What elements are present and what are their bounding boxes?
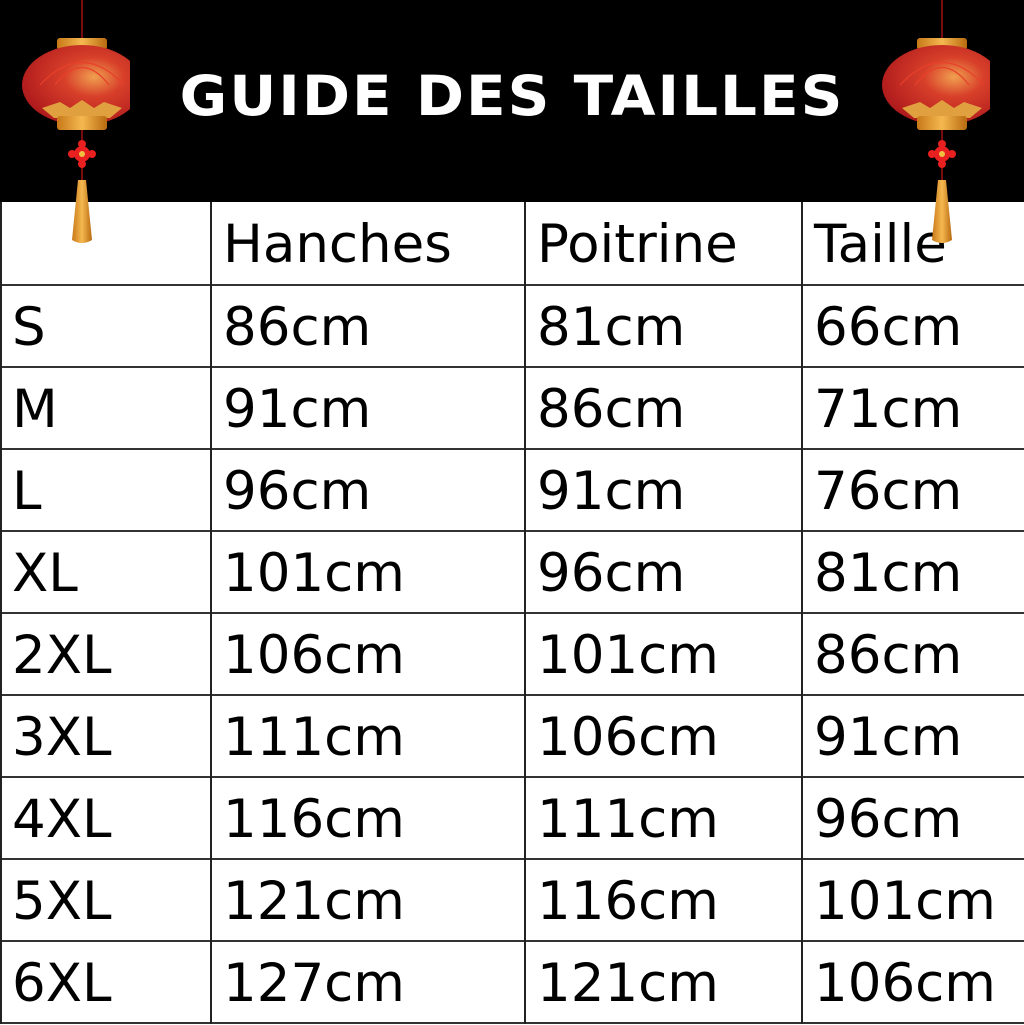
- column-header: Poitrine: [537, 214, 738, 275]
- table-cell: 91cm: [223, 379, 372, 440]
- column-divider: [210, 202, 212, 1024]
- table-cell: 96cm: [537, 543, 686, 604]
- table-cell: 106cm: [223, 625, 405, 686]
- column-header: Hanches: [223, 214, 452, 275]
- header-banner: GUIDE DES TAILLES: [0, 0, 1024, 202]
- table-cell: 76cm: [814, 461, 963, 522]
- table-cell: 2XL: [12, 625, 112, 686]
- table-cell: 101cm: [814, 871, 996, 932]
- table-cell: 121cm: [537, 953, 719, 1014]
- row-divider: [0, 1022, 1024, 1024]
- column-divider: [524, 202, 526, 1024]
- table-cell: 91cm: [537, 461, 686, 522]
- page-title: GUIDE DES TAILLES: [179, 63, 845, 129]
- table-cell: 81cm: [814, 543, 963, 604]
- table-cell: 101cm: [537, 625, 719, 686]
- row-divider: [0, 612, 1024, 614]
- right-lantern-icon: [860, 0, 1002, 250]
- table-cell: 86cm: [223, 297, 372, 358]
- table-cell: 121cm: [223, 871, 405, 932]
- row-divider: [0, 694, 1024, 696]
- table-cell: L: [12, 461, 42, 522]
- table-cell: 4XL: [12, 789, 112, 850]
- table-cell: 91cm: [814, 707, 963, 768]
- table-cell: S: [12, 297, 46, 358]
- column-header: Taille: [814, 214, 947, 275]
- row-divider: [0, 284, 1024, 286]
- table-cell: 86cm: [537, 379, 686, 440]
- table-cell: XL: [12, 543, 78, 604]
- table-cell: 96cm: [223, 461, 372, 522]
- table-cell: 106cm: [814, 953, 996, 1014]
- row-divider: [0, 448, 1024, 450]
- row-divider: [0, 858, 1024, 860]
- row-divider: [0, 776, 1024, 778]
- table-cell: 3XL: [12, 707, 112, 768]
- table-cell: 6XL: [12, 953, 112, 1014]
- table-cell: 106cm: [537, 707, 719, 768]
- row-divider: [0, 530, 1024, 532]
- table-cell: 71cm: [814, 379, 963, 440]
- left-lantern-icon: [0, 0, 142, 250]
- table-cell: 116cm: [223, 789, 405, 850]
- table-cell: 81cm: [537, 297, 686, 358]
- row-divider: [0, 366, 1024, 368]
- table-cell: 96cm: [814, 789, 963, 850]
- table-cell: M: [12, 379, 58, 440]
- table-cell: 116cm: [537, 871, 719, 932]
- table-cell: 5XL: [12, 871, 112, 932]
- table-cell: 111cm: [223, 707, 405, 768]
- column-divider: [0, 202, 2, 1024]
- table-cell: 111cm: [537, 789, 719, 850]
- table-cell: 101cm: [223, 543, 405, 604]
- column-divider: [801, 202, 803, 1024]
- table-cell: 66cm: [814, 297, 963, 358]
- table-cell: 127cm: [223, 953, 405, 1014]
- row-divider: [0, 940, 1024, 942]
- table-cell: 86cm: [814, 625, 963, 686]
